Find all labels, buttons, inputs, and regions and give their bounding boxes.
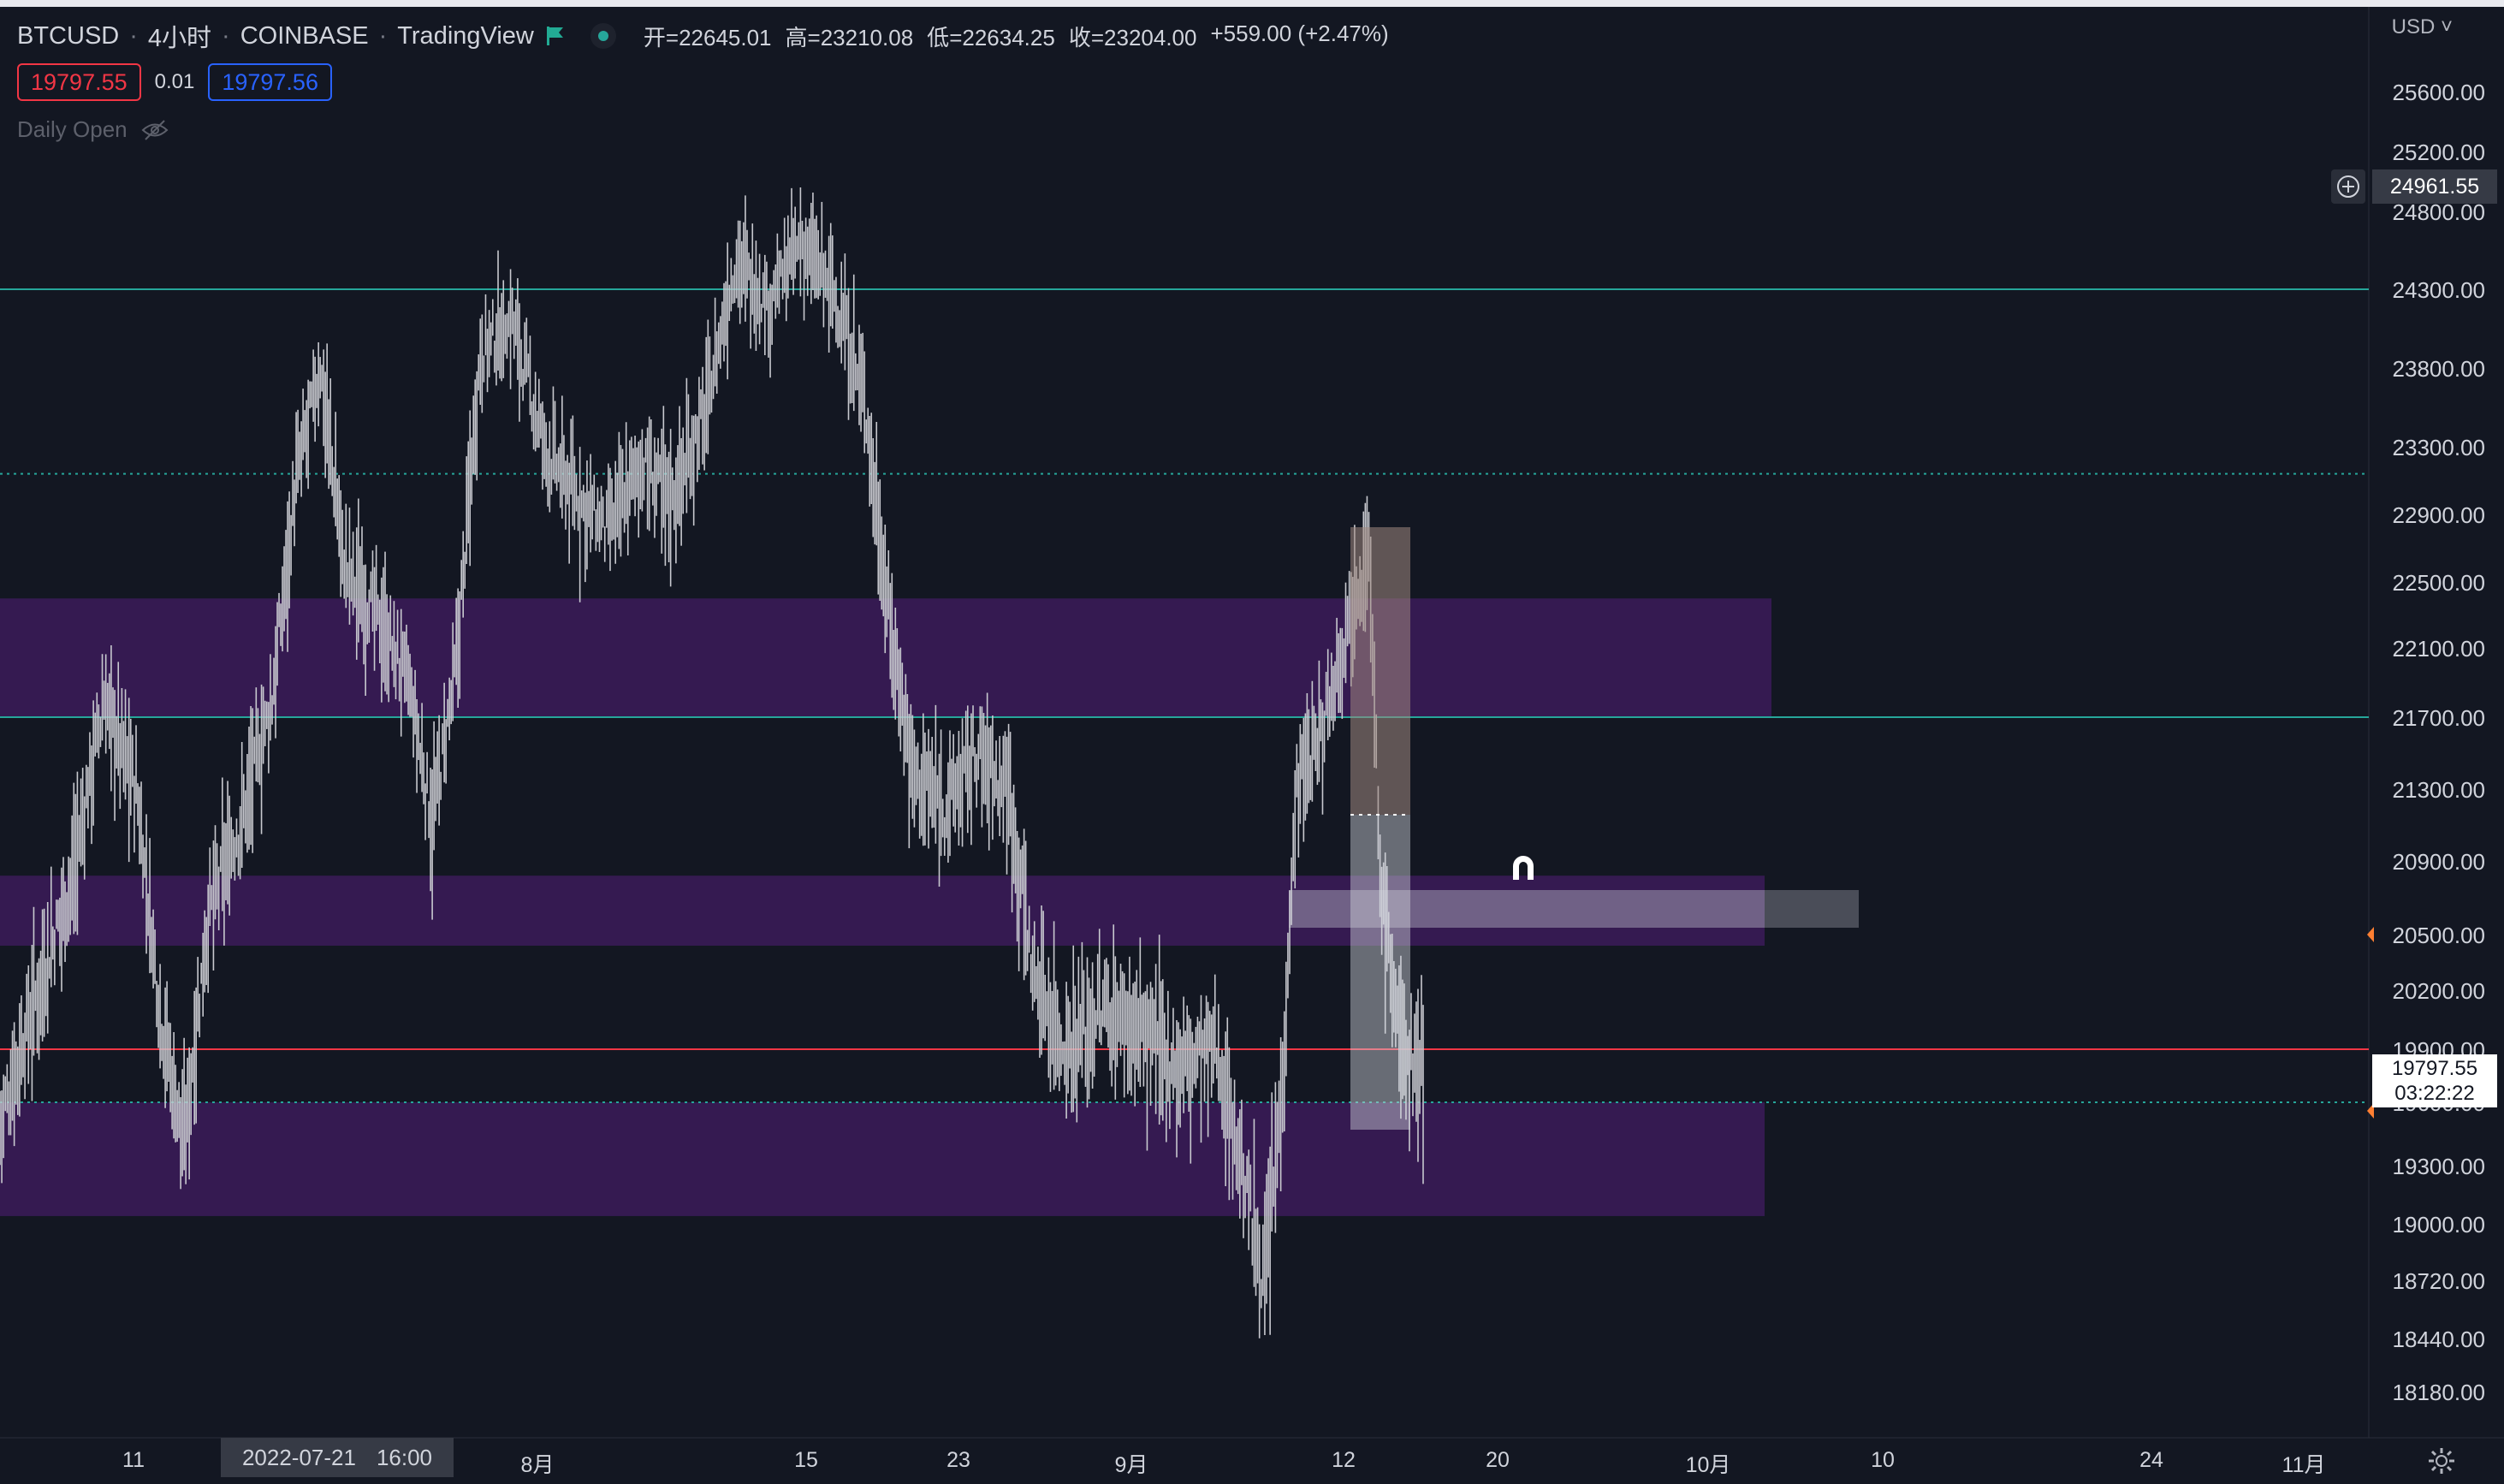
drawn-rectangle-handle [1765, 890, 1859, 928]
hlines-layer [0, 288, 2369, 1103]
price-tick-label: 20200.00 [2392, 978, 2485, 1004]
chevron-down-icon: ˅ [2440, 15, 2453, 39]
position-tool-target [1350, 527, 1410, 815]
separator: · [129, 21, 138, 50]
ohlc-value: 23204.00 [1104, 24, 1197, 50]
indicator-legend[interactable]: Daily Open [17, 116, 169, 143]
price-tick-label: 19300.00 [2392, 1154, 2485, 1179]
price-tick-label: 21700.00 [2392, 705, 2485, 731]
ohlc-value: 22634.25 [962, 24, 1055, 50]
price-tick-label: 24300.00 [2392, 277, 2485, 303]
time-crosshair-date: 2022-07-21 [241, 1444, 356, 1470]
drawn-rectangle [1289, 890, 1859, 928]
last-price-value: 19797.55 [2391, 1057, 2478, 1080]
separator: · [222, 21, 230, 50]
change-value: +559.00 (+2.47%) [1210, 20, 1389, 46]
time-tick-label: 9月 [1114, 1453, 1148, 1477]
price-tick-label: 18180.00 [2392, 1380, 2485, 1405]
magnet-icon[interactable] [1506, 852, 1540, 883]
price-tick-label: 22900.00 [2392, 502, 2485, 528]
price-tick-label: 20900.00 [2392, 849, 2485, 875]
crosshair-price-label: 24961.55 [2372, 169, 2497, 204]
price-tick-label: 21300.00 [2392, 777, 2485, 803]
ohlc-key: 开 [643, 24, 666, 50]
trade-panel: 19797.55 0.01 19797.56 [17, 63, 332, 101]
position-tool-stop [1350, 815, 1410, 1130]
time-tick-label: 11 [122, 1448, 145, 1472]
ohlc-key: 高 [785, 24, 808, 50]
time-crosshair-time: 16:00 [376, 1444, 433, 1470]
time-tick-label: 11月 [2281, 1453, 2326, 1477]
ohlc-key: 低 [927, 24, 950, 50]
price-tick-label: 18440.00 [2392, 1327, 2485, 1352]
price-tick-label: 22500.00 [2392, 570, 2485, 596]
window-top-border [0, 0, 2504, 7]
spread-value: 0.01 [154, 70, 195, 93]
price-tick-label: 22100.00 [2392, 636, 2485, 662]
time-tick-label: 12 [1332, 1448, 1356, 1472]
price-tick-label: 25200.00 [2392, 139, 2485, 165]
plus-circle-icon [2337, 175, 2359, 198]
sell-button[interactable]: 19797.55 [17, 63, 141, 101]
ohlc-value: 23210.08 [820, 24, 914, 50]
time-crosshair-label: 2022-07-21 16:00 [221, 1438, 454, 1477]
time-tick-label: 20 [1486, 1448, 1510, 1472]
eye-crossed-icon[interactable] [141, 119, 169, 141]
flag-icon[interactable] [544, 25, 567, 47]
zones-layer [0, 598, 1771, 1216]
time-tick-label: 8月 [520, 1453, 555, 1477]
time-tick-label: 15 [794, 1448, 818, 1472]
price-tick-label: 19000.00 [2392, 1212, 2485, 1238]
price-tick-label: 20500.00 [2392, 923, 2485, 948]
symbol-name[interactable]: BTCUSD [17, 21, 120, 50]
platform-label: TradingView [397, 21, 534, 50]
ohlc-value: 22645.01 [679, 24, 772, 50]
price-tick-label: 23300.00 [2392, 435, 2485, 460]
time-tick-label: 23 [946, 1448, 970, 1472]
overlay-layer [1289, 527, 2374, 1130]
price-tick-label: 18720.00 [2392, 1268, 2485, 1294]
currency-label: USD [2391, 15, 2436, 39]
ohlc-values: 开=22645.01 高=23210.08 低=22634.25 收=23204… [643, 20, 1389, 50]
time-tick-label: 24 [2139, 1448, 2163, 1472]
add-alert-button[interactable] [2331, 169, 2365, 204]
supply-demand-zone [0, 876, 1765, 946]
interval-label[interactable]: 4小时 [147, 25, 212, 52]
ohlc-key: 收 [1068, 24, 1091, 50]
exchange-label: COINBASE [240, 21, 369, 50]
market-status-icon[interactable] [590, 23, 616, 49]
bar-countdown: 03:22:22 [2394, 1082, 2475, 1105]
price-tick-label: 24800.00 [2392, 199, 2485, 225]
symbol-header: BTCUSD · 4小时 · COINBASE · TradingView 开=… [17, 17, 1389, 55]
buy-button[interactable]: 19797.56 [208, 63, 332, 101]
separator: · [378, 21, 388, 50]
supply-demand-zone [0, 1102, 1765, 1216]
currency-selector[interactable]: USD ˅ [2392, 15, 2453, 39]
candles-layer [0, 187, 1424, 1339]
gear-icon[interactable] [2427, 1446, 2456, 1475]
time-tick-label: 10 [1871, 1448, 1895, 1472]
price-tick-label: 25600.00 [2392, 80, 2485, 105]
price-tick-label: 23800.00 [2392, 356, 2485, 382]
time-tick-label: 10月 [1685, 1453, 1731, 1477]
last-price-label: 19797.55 03:22:22 [2372, 1054, 2497, 1107]
alert-marker [2367, 927, 2374, 942]
indicator-name: Daily Open [17, 116, 128, 142]
